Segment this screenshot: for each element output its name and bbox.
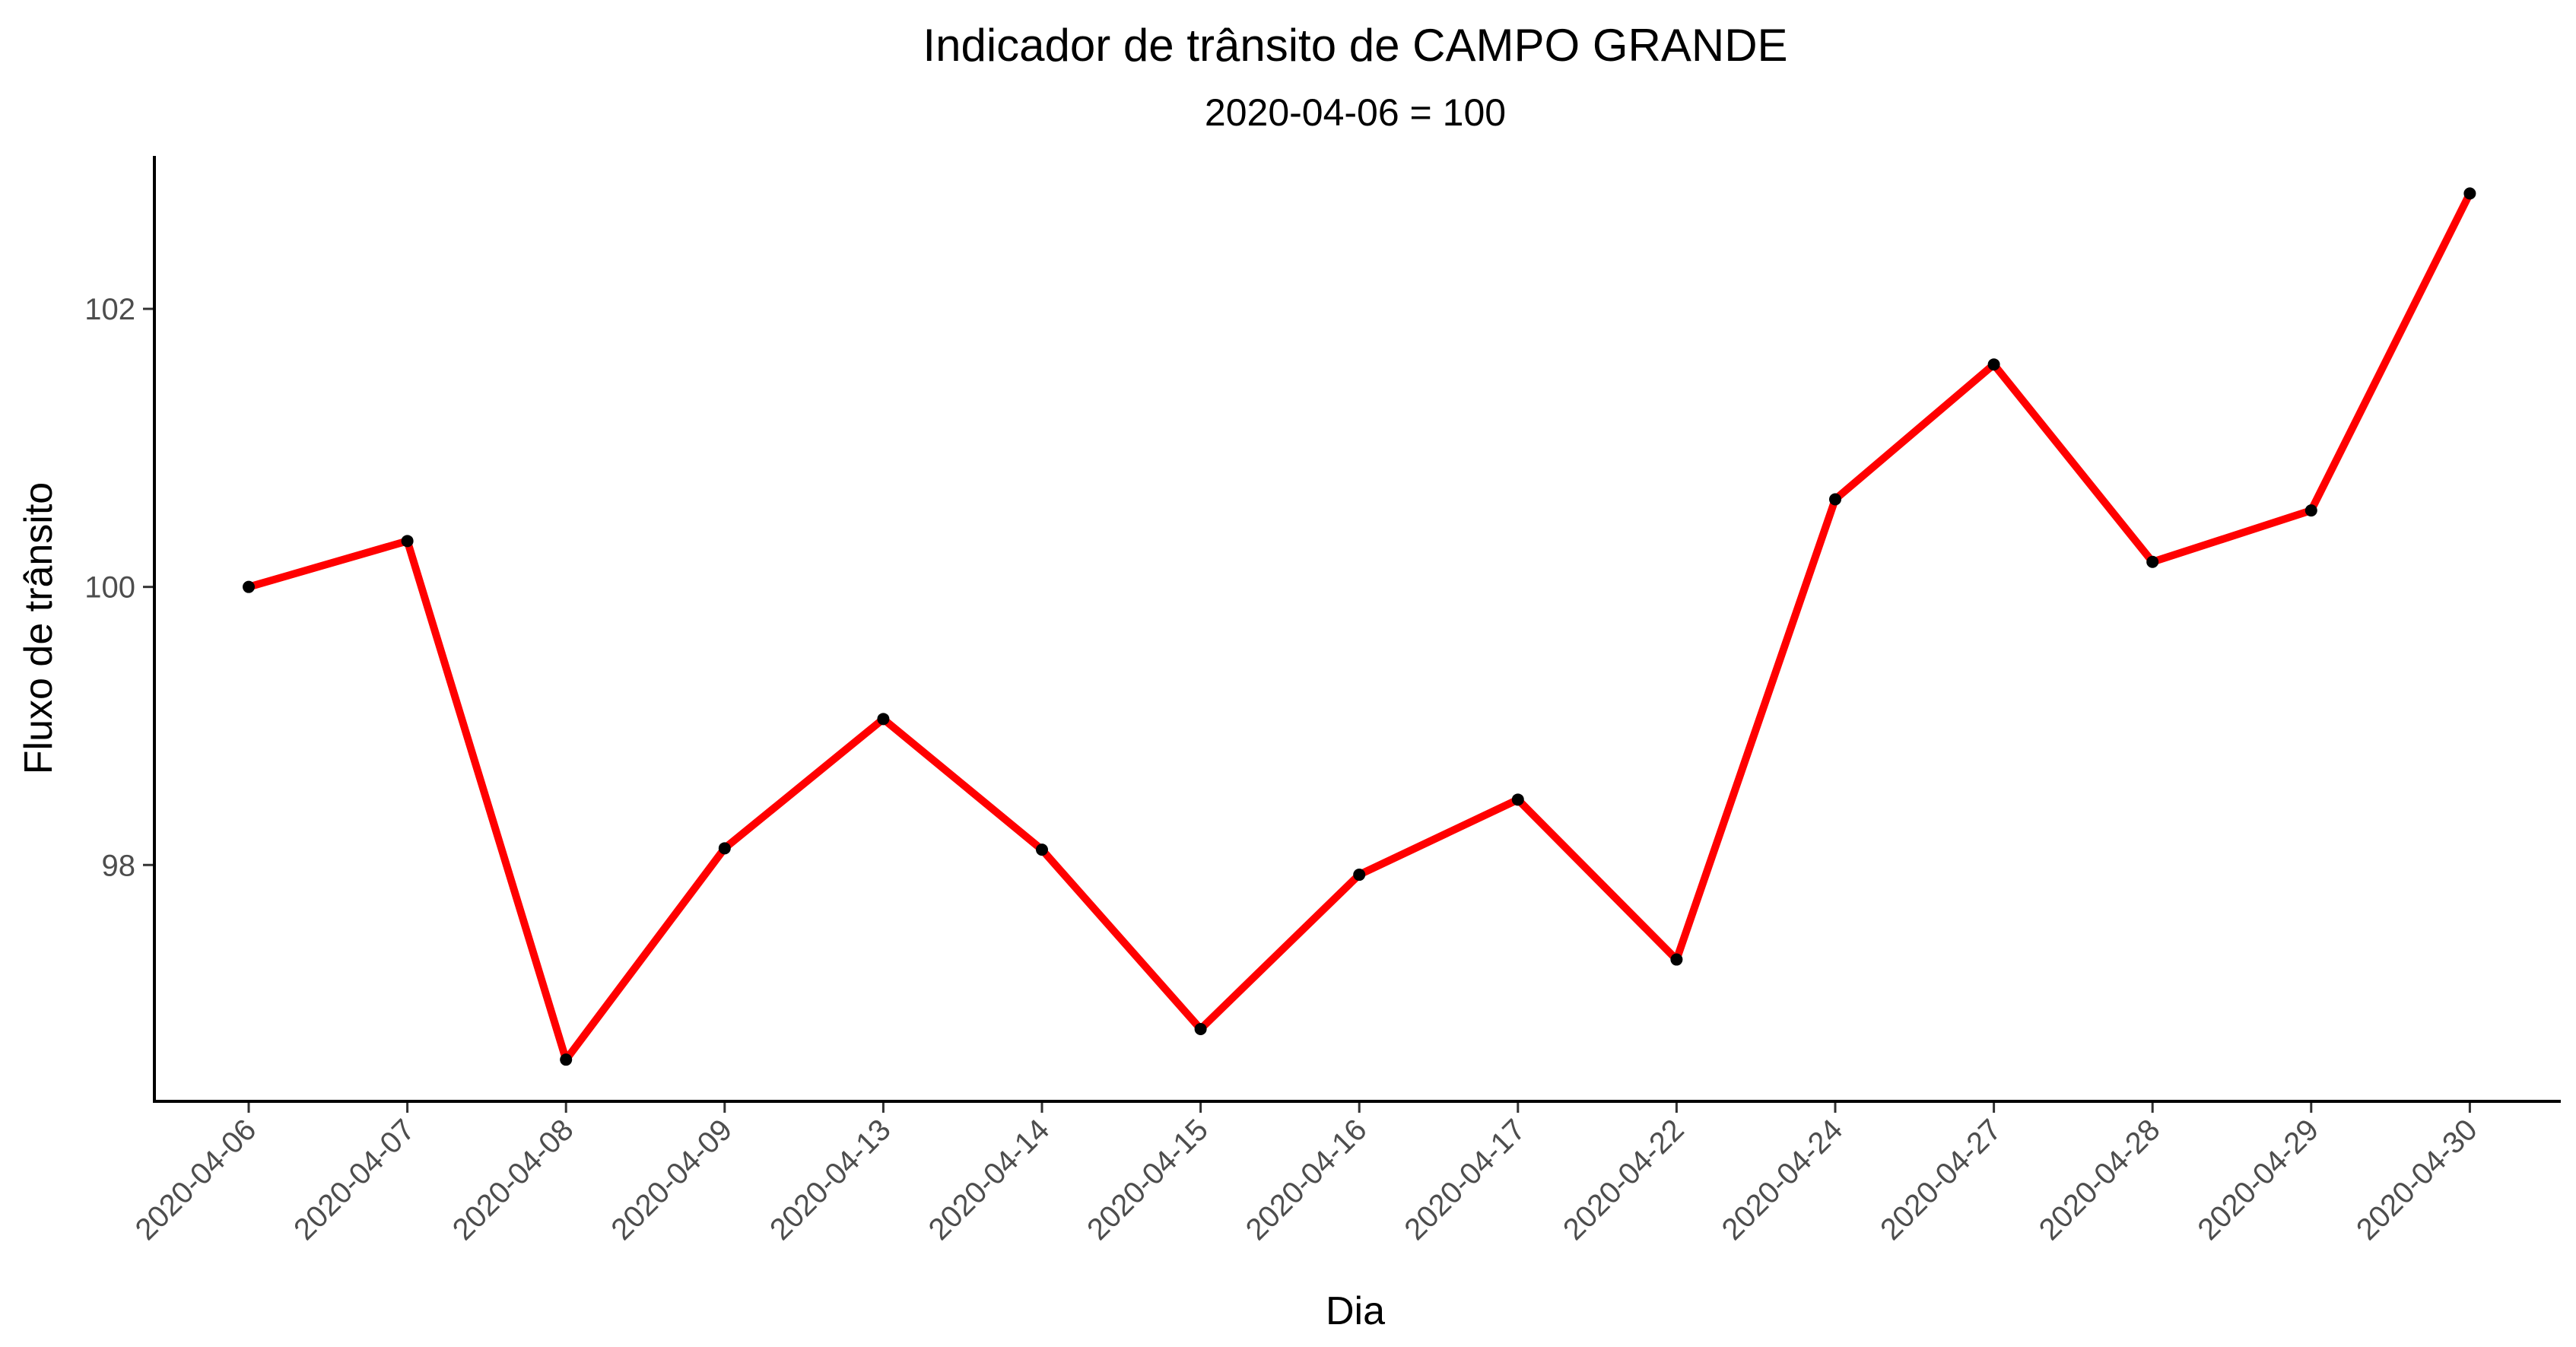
data-point — [877, 713, 890, 726]
x-axis-title: Dia — [1326, 1289, 1385, 1333]
x-tick-label: 2020-04-09 — [605, 1113, 738, 1247]
data-point — [1670, 953, 1683, 966]
chart-subtitle: 2020-04-06 = 100 — [1205, 91, 1506, 134]
data-point — [2304, 504, 2317, 517]
x-tick-label: 2020-04-13 — [764, 1113, 897, 1247]
data-point — [1987, 358, 2000, 371]
y-axis-ticks: 98 100 102 — [84, 293, 154, 882]
data-point — [560, 1053, 573, 1066]
data-point — [401, 535, 414, 548]
data-point — [1353, 869, 1366, 882]
data-point — [1036, 843, 1048, 856]
x-tick-label: 2020-04-15 — [1081, 1113, 1215, 1247]
y-axis-title: Fluxo de trânsito — [17, 482, 61, 774]
x-tick-label: 2020-04-08 — [446, 1113, 580, 1247]
data-point — [2146, 555, 2159, 568]
x-tick-label: 2020-04-28 — [2033, 1113, 2167, 1247]
chart-title: Indicador de trânsito de CAMPO GRANDE — [923, 20, 1787, 71]
data-point — [1511, 793, 1524, 806]
x-tick-label: 2020-04-07 — [287, 1113, 421, 1247]
x-tick-label: 2020-04-29 — [2191, 1113, 2325, 1247]
x-axis-ticks: 2020-04-06 2020-04-07 2020-04-08 2020-04-09… — [129, 1101, 2484, 1247]
x-tick-label: 2020-04-22 — [1557, 1113, 1691, 1247]
series-line — [247, 192, 2473, 1064]
series-group — [243, 187, 2476, 1066]
y-tick-label: 102 — [84, 293, 135, 326]
y-tick-label: 98 — [102, 849, 136, 882]
data-point — [1829, 493, 1841, 506]
x-tick-label: 2020-04-14 — [923, 1113, 1056, 1247]
x-tick-label: 2020-04-17 — [1398, 1113, 1532, 1247]
x-tick-label: 2020-04-06 — [129, 1113, 263, 1247]
data-point — [243, 580, 255, 593]
data-point — [2463, 187, 2476, 200]
y-tick-label: 100 — [84, 571, 135, 605]
x-tick-label: 2020-04-30 — [2350, 1113, 2484, 1247]
x-tick-label: 2020-04-24 — [1716, 1113, 1850, 1247]
x-tick-label: 2020-04-27 — [1874, 1113, 2008, 1247]
data-point — [1194, 1022, 1207, 1035]
x-tick-label: 2020-04-16 — [1240, 1113, 1374, 1247]
data-point — [718, 842, 731, 855]
